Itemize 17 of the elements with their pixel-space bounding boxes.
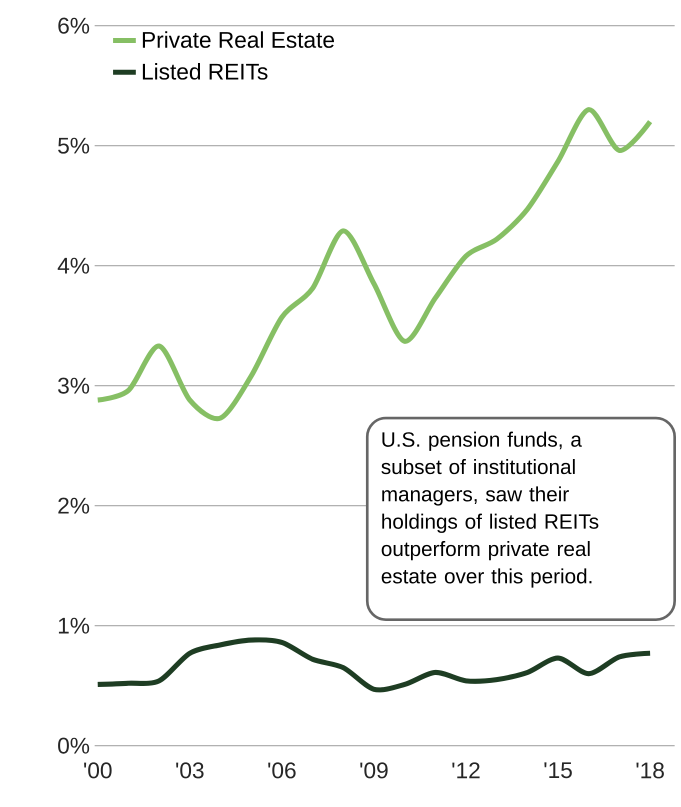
y-tick-label: 1%: [58, 618, 90, 634]
y-tick-label: 5%: [58, 138, 90, 154]
y-tick-label: 4%: [58, 258, 90, 274]
x-tick-label: '06: [268, 762, 296, 778]
x-tick-label: '15: [544, 762, 572, 778]
x-tick-label: '18: [636, 762, 664, 778]
x-tick-label: '09: [360, 762, 388, 778]
x-tick-label: '00: [84, 762, 112, 778]
y-tick-label: 2%: [58, 498, 90, 514]
y-tick-label: 6%: [58, 18, 90, 34]
y-tick-label: 0%: [58, 738, 90, 754]
x-tick-label: '12: [452, 762, 480, 778]
legend-label: Listed REITs: [142, 63, 268, 80]
annotation: U.S. pension funds, a subset of institutional managers, saw their holdings of listed REITs outperform private real estate over this period.: [381, 432, 598, 588]
legend-label: Private Real Estate: [142, 31, 334, 48]
x-tick-label: '03: [176, 762, 204, 778]
y-tick-label: 3%: [58, 378, 90, 394]
